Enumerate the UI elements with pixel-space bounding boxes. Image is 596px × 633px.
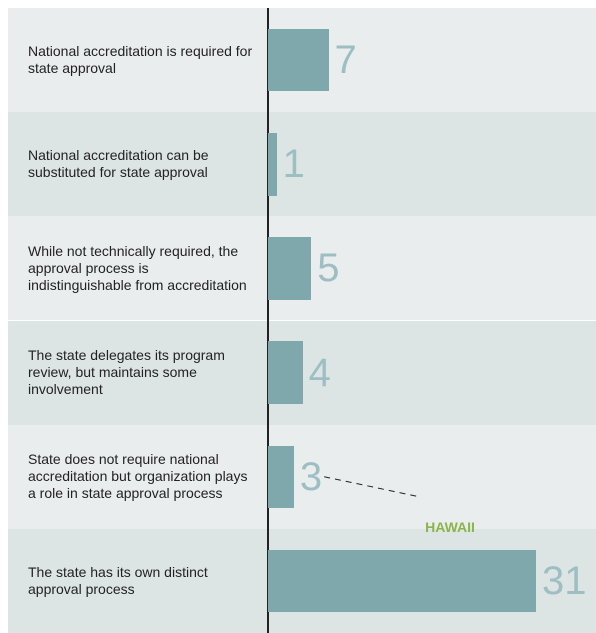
bar — [268, 28, 329, 92]
row: The state delegates its program review, … — [8, 320, 596, 425]
bar — [268, 237, 312, 300]
row: National accreditation can be substitute… — [8, 112, 596, 217]
category-label: The state has its own distinct approval … — [28, 563, 208, 597]
row: State does not require national accredit… — [8, 424, 596, 529]
category-label: While not technically required, the appr… — [28, 242, 247, 293]
category-label: The state delegates its program review, … — [28, 347, 225, 398]
value-label: 31 — [542, 558, 587, 603]
axis-line — [267, 8, 269, 633]
annotation: HAWAII — [425, 518, 475, 535]
bar — [268, 549, 536, 613]
bar — [268, 341, 303, 404]
category-label: National accreditation is required for s… — [28, 43, 253, 77]
row: National accreditation is required for s… — [8, 8, 596, 113]
leader-line — [324, 476, 420, 498]
value-label: 5 — [317, 246, 340, 291]
value-label: 3 — [299, 454, 323, 499]
row: While not technically required, the appr… — [8, 216, 596, 321]
category-label: National accreditation can be substitute… — [28, 147, 209, 181]
value-label: 7 — [334, 38, 357, 83]
bar — [268, 133, 277, 196]
category-label: State does not require national accredit… — [28, 451, 248, 502]
value-label: 4 — [308, 350, 331, 395]
value-label: 1 — [282, 142, 305, 187]
bar — [268, 445, 294, 508]
